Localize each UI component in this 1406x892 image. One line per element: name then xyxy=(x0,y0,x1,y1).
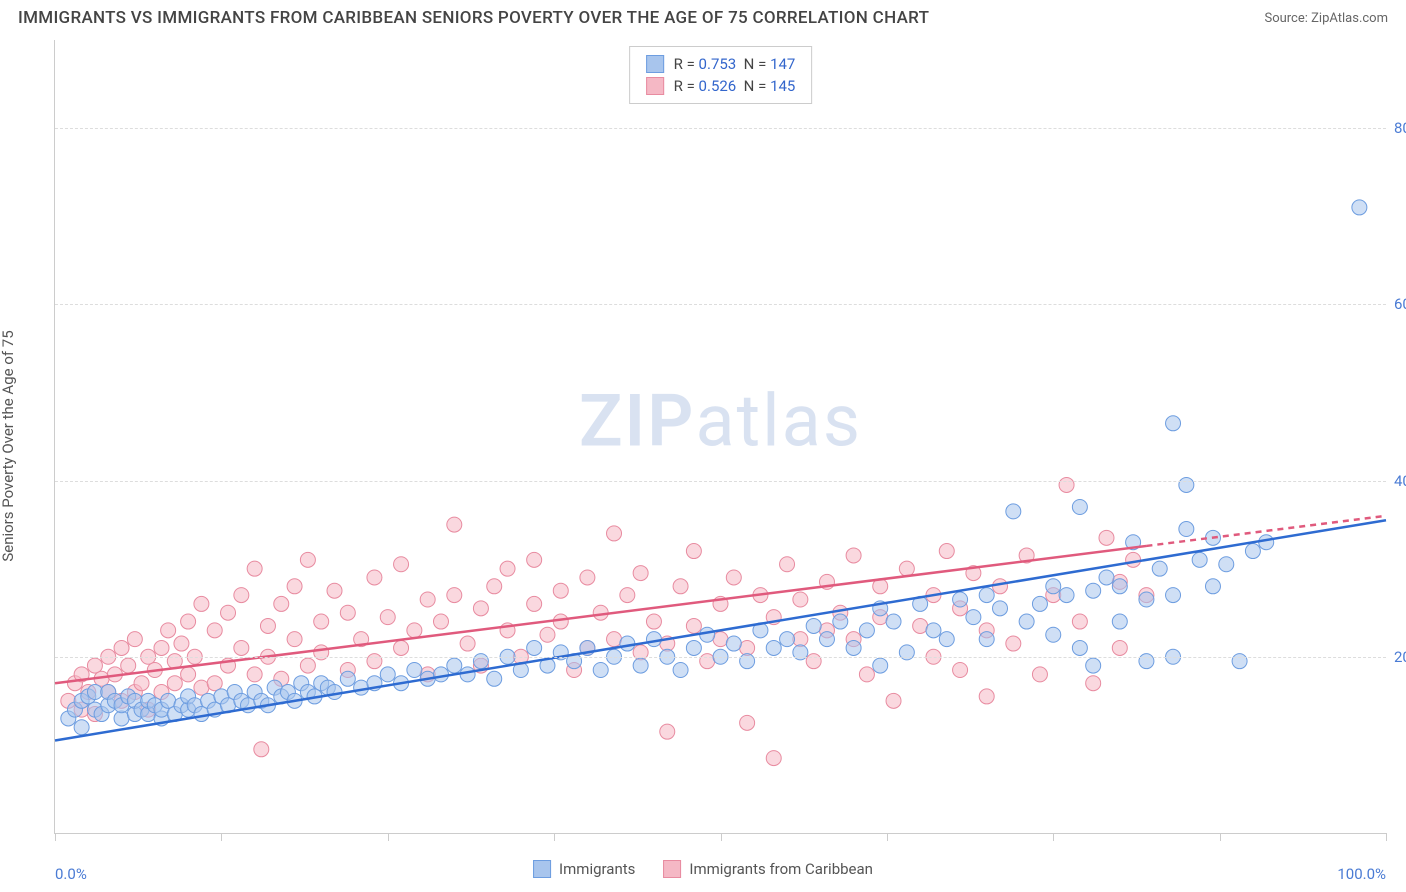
ytick-label: 20.0% xyxy=(1394,648,1406,666)
y-axis-label: Seniors Poverty Over the Age of 75 xyxy=(0,330,17,561)
source-attribution: Source: ZipAtlas.com xyxy=(1264,11,1388,26)
xtick xyxy=(1386,833,1387,841)
xtick xyxy=(388,833,389,841)
scatter-svg xyxy=(55,40,1386,833)
swatch-legend-a xyxy=(533,860,551,878)
bottom-legend: Immigrants Immigrants from Caribbean xyxy=(533,860,873,878)
ytick-label: 80.0% xyxy=(1394,119,1406,137)
gridline xyxy=(55,657,1386,658)
gridline xyxy=(55,304,1386,305)
gridline xyxy=(55,128,1386,129)
gridline xyxy=(55,481,1386,482)
xtick xyxy=(221,833,222,841)
xtick xyxy=(1220,833,1221,841)
swatch-series-b xyxy=(646,77,664,95)
xtick xyxy=(55,833,56,841)
stats-row-series-b: R = 0.526 N = 145 xyxy=(646,75,796,97)
chart-plot-area: ZIPatlas R = 0.753 N = 147 R = 0.526 N =… xyxy=(54,40,1386,834)
xtick-label: 100.0% xyxy=(1337,865,1386,883)
stats-row-series-a: R = 0.753 N = 147 xyxy=(646,53,796,75)
chart-title: IMMIGRANTS VS IMMIGRANTS FROM CARIBBEAN … xyxy=(18,8,929,28)
ytick-label: 60.0% xyxy=(1394,295,1406,313)
ytick-label: 40.0% xyxy=(1394,472,1406,490)
swatch-legend-b xyxy=(663,860,681,878)
xtick xyxy=(887,833,888,841)
legend-item-b: Immigrants from Caribbean xyxy=(663,860,873,878)
xtick xyxy=(1053,833,1054,841)
swatch-series-a xyxy=(646,55,664,73)
xtick xyxy=(721,833,722,841)
correlation-stats-box: R = 0.753 N = 147 R = 0.526 N = 145 xyxy=(629,46,813,104)
xtick-label: 0.0% xyxy=(55,865,87,883)
xtick xyxy=(554,833,555,841)
legend-item-a: Immigrants xyxy=(533,860,635,878)
